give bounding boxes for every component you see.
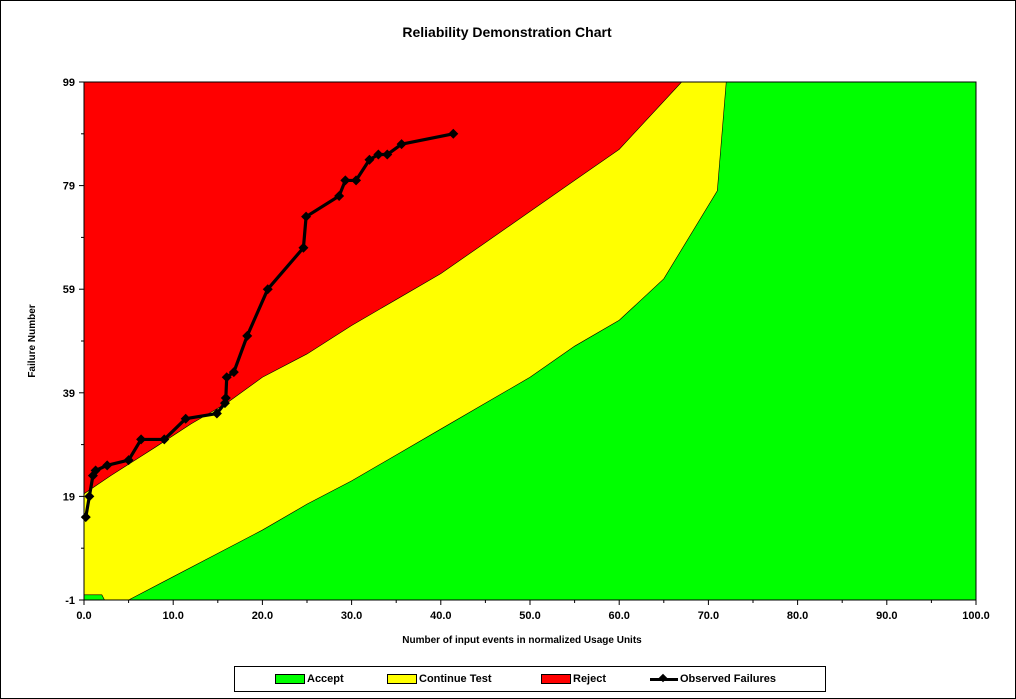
observed-failure-point — [262, 284, 273, 295]
observed-failure-point — [351, 175, 362, 186]
x-tick-label: 70.0 — [698, 610, 719, 622]
legend-item-accept: Accept — [275, 672, 344, 686]
x-tick-label: 40.0 — [430, 610, 451, 622]
observed-failure-point — [90, 465, 101, 476]
accept-corner-region — [83, 594, 106, 601]
x-tick-label: 100.0 — [962, 610, 990, 622]
observed-failure-point — [301, 211, 312, 222]
chart-title: Reliability Demonstration Chart — [402, 24, 612, 40]
y-tick-label: 59 — [63, 284, 75, 296]
legend-label-continue-test: Continue Test — [419, 673, 492, 685]
chart-series — [80, 128, 459, 523]
observed-failure-point — [84, 491, 95, 502]
observed-failure-point — [373, 149, 384, 160]
legend: Accept Continue Test Reject Observed Fai… — [234, 666, 826, 692]
observed-failure-point — [80, 512, 91, 523]
x-tick-label: 30.0 — [341, 610, 362, 622]
x-tick-label: 50.0 — [519, 610, 540, 622]
x-tick-label: 80.0 — [787, 610, 808, 622]
legend-label-accept: Accept — [307, 673, 344, 685]
observed-failure-point — [221, 372, 232, 383]
observed-failure-point — [211, 408, 222, 419]
observed-failure-point — [396, 139, 407, 150]
legend-swatch-accept — [275, 674, 305, 684]
y-tick-label: 39 — [63, 388, 75, 400]
observed-failure-point — [136, 434, 147, 445]
x-tick-label: 60.0 — [608, 610, 629, 622]
y-tick-label: 99 — [63, 77, 75, 89]
legend-item-reject: Reject — [541, 672, 606, 686]
legend-item-continue-test: Continue Test — [387, 672, 492, 686]
x-tick-label: 90.0 — [876, 610, 897, 622]
observed-failure-point — [228, 367, 239, 378]
y-tick-label: 79 — [63, 181, 75, 193]
observed-failure-point — [382, 149, 393, 160]
observed-failure-point — [298, 242, 309, 253]
chart-axes: 0.0 10.0 20.0 30.0 40.0 50.0 60.0 70.0 80.0 90.0 1… — [63, 77, 990, 622]
x-axis-label: Number of input events in normalized Usa… — [402, 635, 642, 646]
observed-failure-point — [159, 434, 170, 445]
observed-failure-point — [242, 330, 253, 341]
observed-failure-point — [334, 190, 345, 201]
y-tick-label: 19 — [63, 491, 75, 503]
observed-failure-point — [102, 460, 113, 471]
y-axis-label: Failure Number — [27, 304, 38, 377]
legend-swatch-continue-test — [387, 674, 417, 684]
x-tick-label: 10.0 — [162, 610, 183, 622]
observed-failure-point — [340, 175, 351, 186]
y-tick-label: -1 — [65, 595, 75, 607]
legend-swatch-reject — [541, 674, 571, 684]
x-tick-label: 20.0 — [252, 610, 273, 622]
observed-failure-point — [220, 392, 231, 403]
legend-label-reject: Reject — [573, 673, 607, 685]
observed-failure-point — [448, 128, 459, 139]
legend-marker-observed-failures — [650, 674, 678, 684]
observed-failure-point — [180, 413, 191, 424]
observed-failure-point — [123, 455, 134, 466]
legend-item-observed-failures: Observed Failures — [650, 672, 776, 686]
legend-label-observed-failures: Observed Failures — [680, 673, 776, 685]
reject-region — [83, 81, 683, 495]
chart-regions — [83, 81, 977, 601]
x-tick-label: 0.0 — [76, 610, 91, 622]
observed-failure-point — [364, 154, 375, 165]
